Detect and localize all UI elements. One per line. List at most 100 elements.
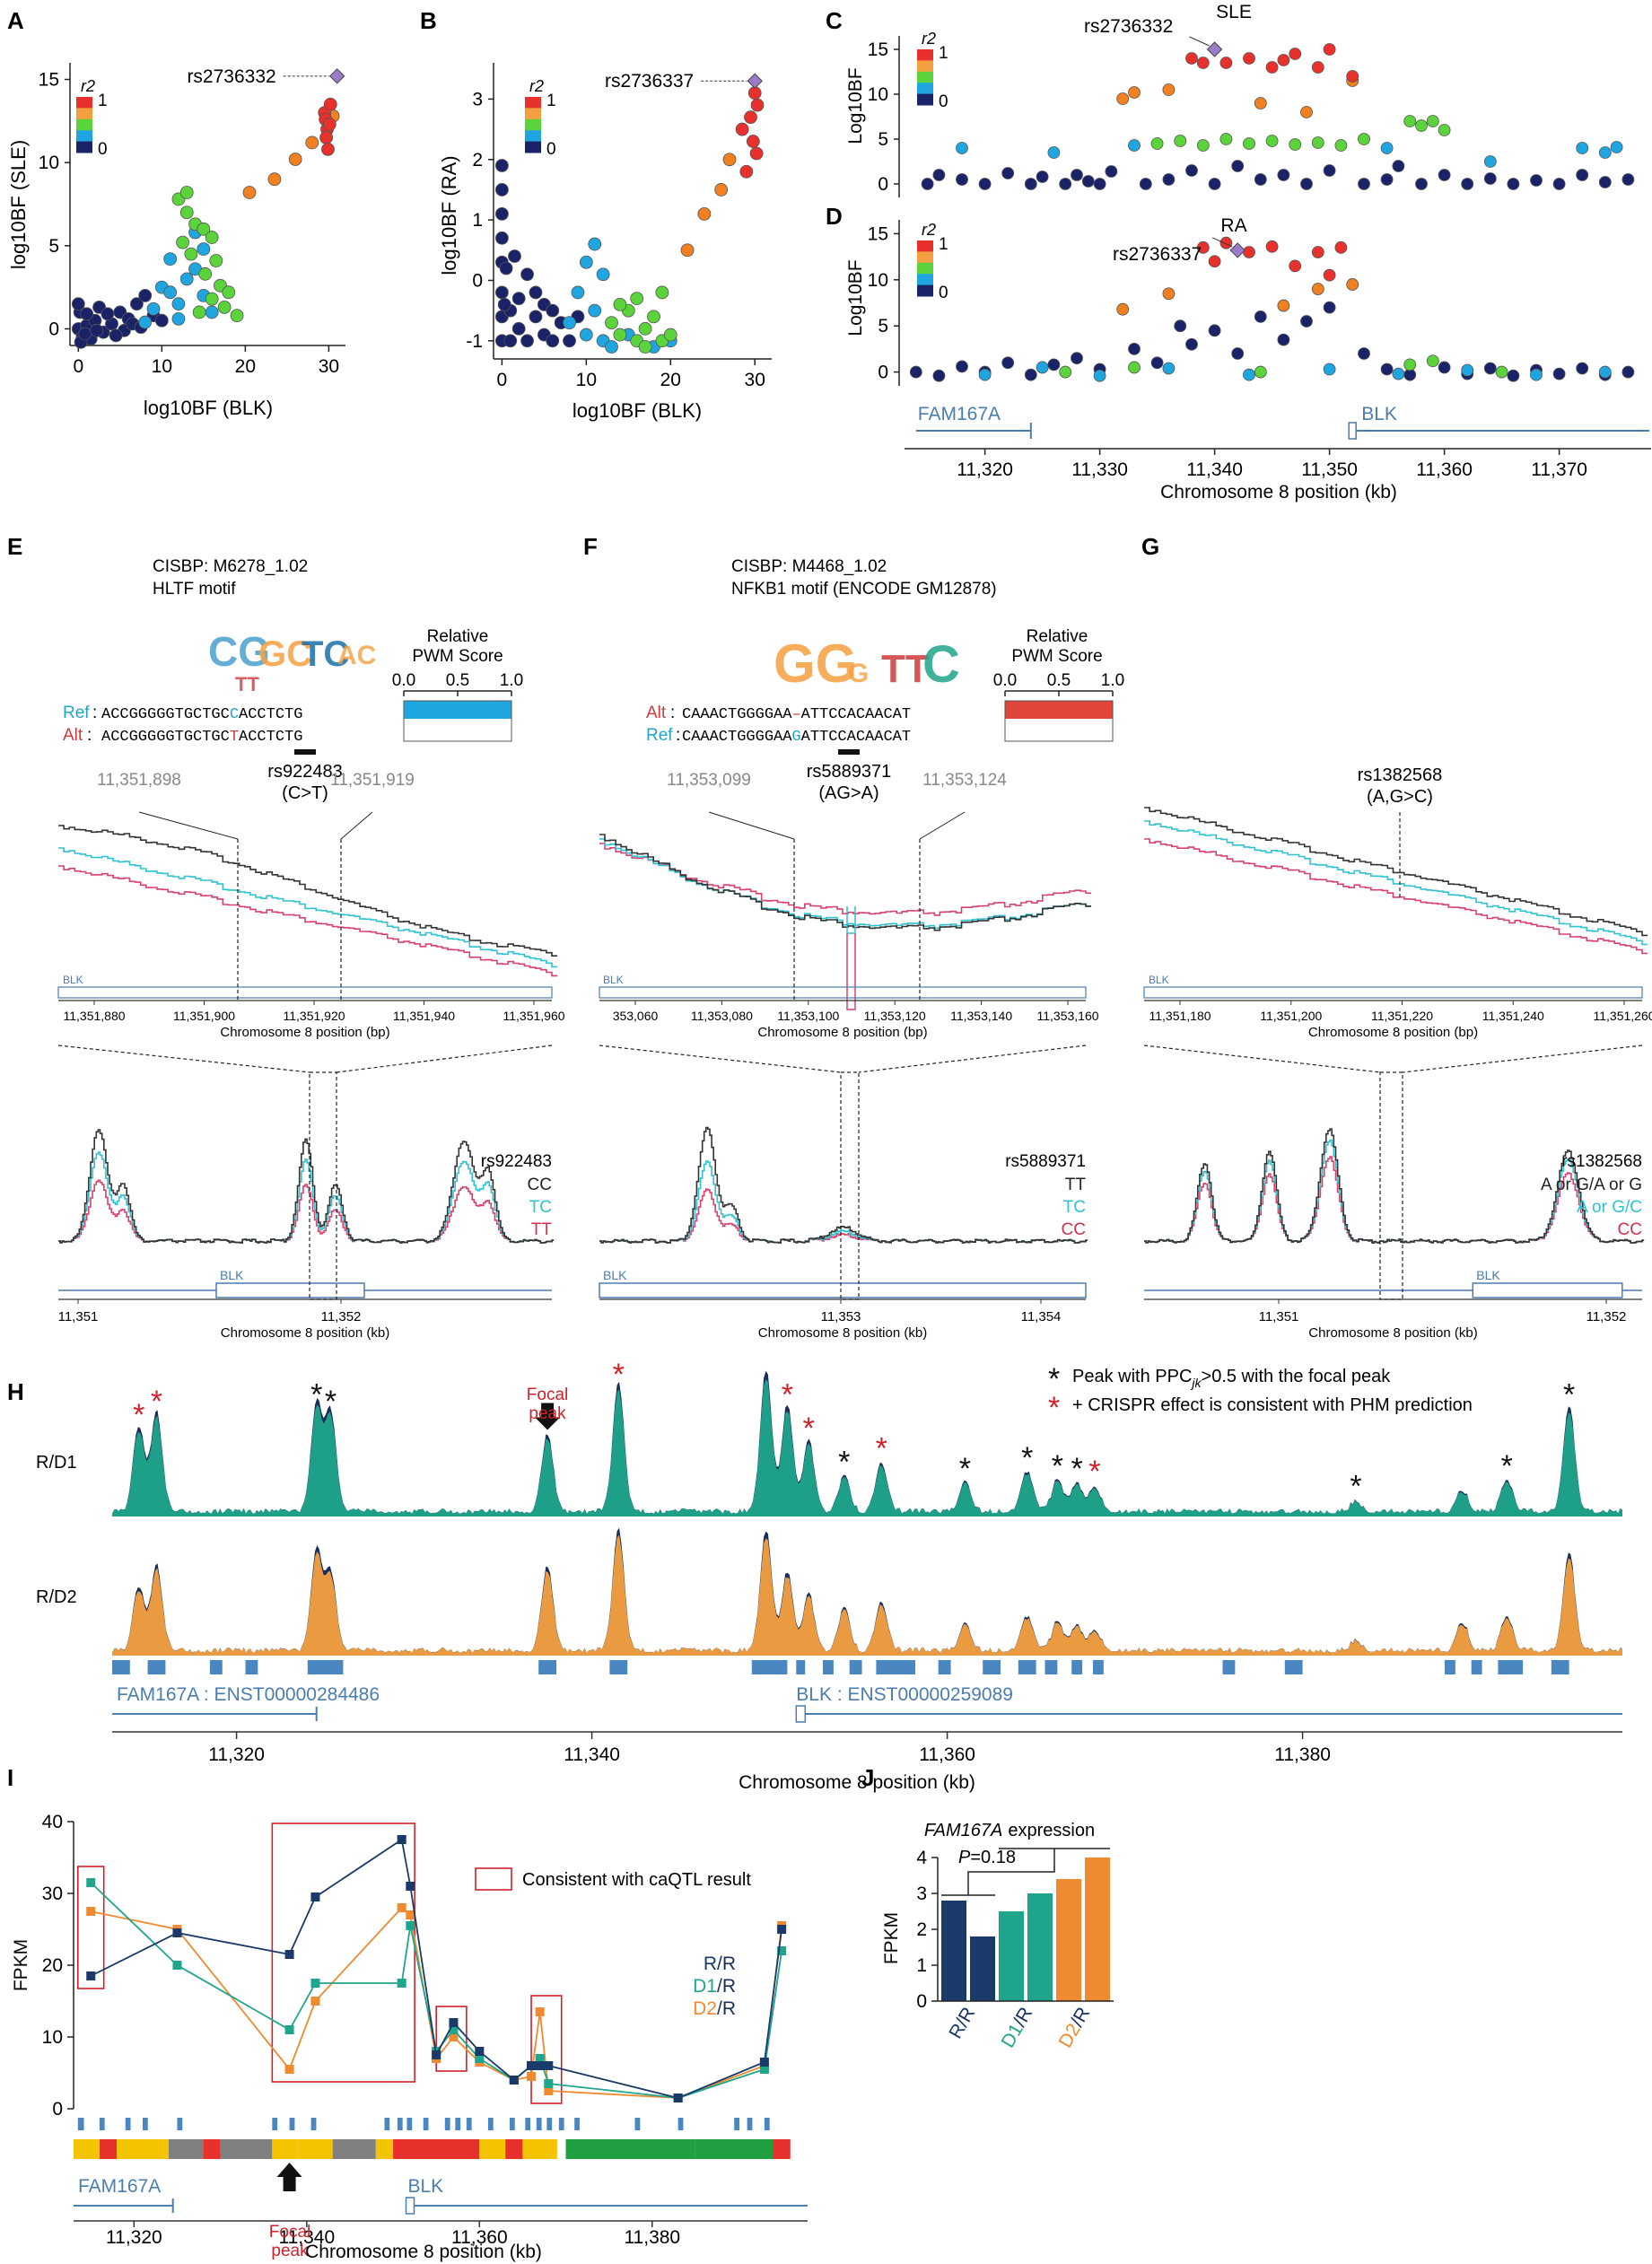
data-point <box>956 142 968 154</box>
bar <box>1085 1858 1110 2001</box>
data-point <box>1415 119 1428 132</box>
panel-g-header: rs1382568 (A,G>C) <box>1358 765 1443 807</box>
panel-e-seq-ref: Ref : ACCGGGGGTGCTGCCACCTCTG <box>63 704 302 723</box>
y-tick-label: 1 <box>472 210 483 231</box>
data-point <box>217 300 232 314</box>
panel-c-lead-label: rs2736332 <box>1084 16 1173 37</box>
data-point <box>1047 146 1061 159</box>
data-point <box>978 368 992 381</box>
data-point <box>1116 302 1130 316</box>
zoom-connector <box>57 1045 310 1073</box>
data-point <box>1162 362 1176 375</box>
data-point <box>978 178 992 190</box>
coord-connector <box>708 811 795 840</box>
data-point <box>1208 178 1221 190</box>
r2-colorbar-segment <box>525 130 541 143</box>
logo-letter: AC <box>337 641 376 670</box>
data-point <box>714 183 729 197</box>
gene-label: BLK <box>1149 974 1169 986</box>
r2-colorbar-segment <box>76 141 92 153</box>
zoom-x-label: Chromosome 8 position (bp) <box>757 1025 927 1040</box>
panel-d-y-label: Log10BF <box>845 259 866 336</box>
x-tick-label: 20 <box>660 370 681 390</box>
lead-leader-line <box>1189 36 1210 47</box>
x-tick-label: 11,351 <box>1259 1309 1299 1324</box>
series-legend-item: D1/R <box>693 1976 736 1997</box>
series-point <box>759 2058 769 2067</box>
r2-legend-min: 0 <box>939 92 948 111</box>
series-point <box>86 1907 96 1916</box>
series-point <box>449 2032 459 2041</box>
panel-h-legend-red-star: * <box>1048 1391 1060 1425</box>
pwm-bar-alt <box>1005 701 1113 719</box>
peak-box <box>1551 1660 1569 1674</box>
peak-box <box>112 1660 130 1674</box>
data-point <box>956 173 968 186</box>
series-point <box>284 2025 294 2034</box>
panel-j-title: FAM167A expression <box>924 1821 1095 1840</box>
seq-part: ACCTCTG <box>239 729 302 746</box>
data-point <box>638 321 652 336</box>
data-point <box>1265 240 1279 253</box>
data-point <box>588 237 602 251</box>
panel-h-track2-label: R/D2 <box>36 1587 77 1607</box>
x-tick-label: 11,330 <box>1071 459 1128 480</box>
data-point <box>1231 160 1245 172</box>
r2-legend-title: r2 <box>529 77 544 95</box>
peak-box <box>1498 1660 1524 1674</box>
data-point <box>1598 365 1612 379</box>
series-line <box>90 1882 782 2099</box>
data-point <box>563 334 576 348</box>
pwm-title-line2: PWM Score <box>412 647 503 666</box>
data-point <box>571 285 585 300</box>
x-tick-label: 11,380 <box>1274 1744 1331 1765</box>
data-point <box>1128 139 1141 152</box>
panel-f-motif-logo: GG G TT C <box>774 634 960 694</box>
pwm-tick-label: 0.0 <box>392 671 415 690</box>
panel-d-genes: FAM167A BLK <box>915 404 1649 440</box>
data-point <box>1150 137 1164 150</box>
data-point <box>697 206 712 221</box>
genotype-legend-item: TT <box>531 1220 553 1239</box>
genotype-trace-wide <box>58 1129 555 1244</box>
data-point <box>1358 178 1370 190</box>
peak-box <box>734 2118 739 2130</box>
group-label: R/R <box>945 2004 979 2042</box>
panel-h-focal-label: Focal peak <box>527 1385 568 1423</box>
data-point <box>1380 142 1394 154</box>
data-point <box>1243 137 1255 150</box>
gene-exon <box>795 1705 807 1723</box>
data-point <box>1530 368 1543 381</box>
peak-box <box>1471 1660 1482 1674</box>
data-point <box>1576 362 1589 375</box>
data-point <box>1289 48 1302 60</box>
panel-a-x-ticks: 0 10 20 30 <box>73 345 339 377</box>
peak-box <box>455 2118 461 2130</box>
genotype-legend-title: rs1382568 <box>1561 1152 1642 1171</box>
r2-colorbar-segment <box>76 108 92 120</box>
peak-box <box>125 2118 131 2130</box>
panel-h-legend-black-star: * <box>1048 1362 1060 1396</box>
x-tick-label: 11,380 <box>624 2227 680 2248</box>
panel-f-motif-name: NFKB1 motif (ENCODE GM12878) <box>731 580 997 599</box>
panel-letter-e: E <box>7 533 22 560</box>
data-point <box>1243 246 1255 258</box>
y-tick-label: 1 <box>916 1955 927 1976</box>
x-tick-label: 11,353,140 <box>950 1009 1012 1023</box>
data-point <box>1552 367 1566 380</box>
data-point <box>1323 43 1336 56</box>
data-point <box>1380 173 1394 186</box>
x-tick-label: 11,351,940 <box>393 1009 455 1023</box>
data-point <box>1392 367 1405 380</box>
gene-zoom-box <box>599 986 1087 999</box>
bar <box>941 1901 966 2001</box>
data-point <box>1071 169 1083 181</box>
panel-f-seq-ref: Ref : CAAACTGGGGAAGATTCCACAACAT <box>646 726 911 746</box>
data-point <box>744 110 757 125</box>
panel-e-allele: (C>T) <box>282 783 328 803</box>
data-point <box>90 323 104 337</box>
peak-box <box>384 2118 390 2130</box>
panel-f-snp: rs5889371 <box>807 762 892 782</box>
seq-variant: G <box>791 729 800 746</box>
panel-c-y-ticks: 0 5 10 15 <box>868 39 899 195</box>
